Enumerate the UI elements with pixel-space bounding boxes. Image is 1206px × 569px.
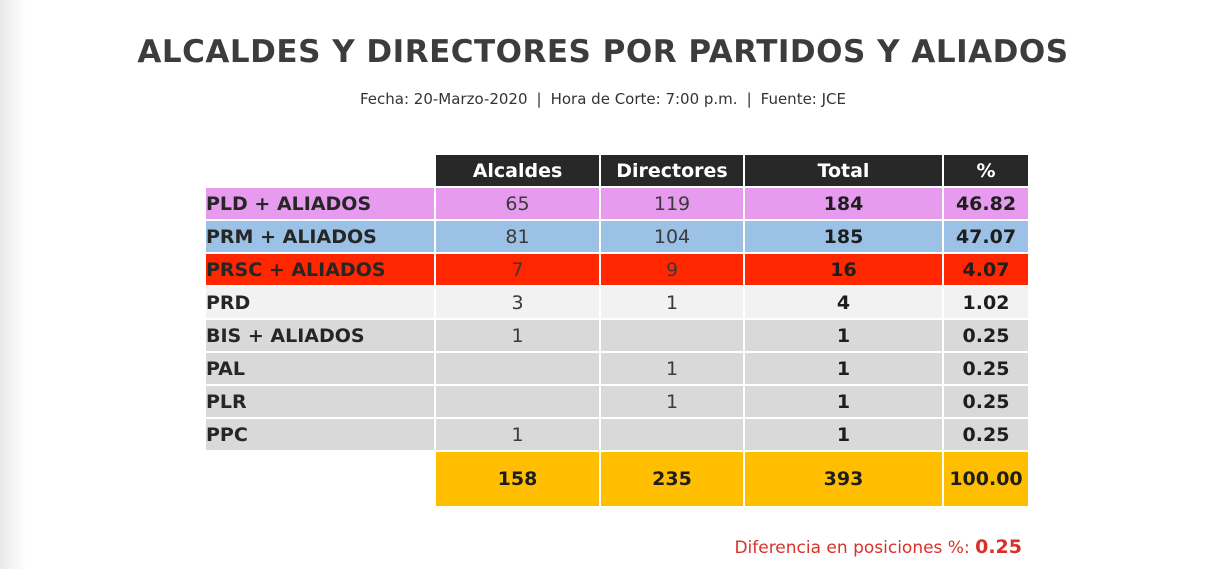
page-title: ALCALDES Y DIRECTORES POR PARTIDOS Y ALI… [137,34,1069,70]
header-blank [206,155,434,186]
total-directores: 235 [601,452,743,506]
totals-blank [206,452,434,506]
alcaldes-value: 1 [436,320,599,351]
percent-value: 46.82 [944,188,1028,219]
party-name: PRSC + ALIADOS [206,254,434,285]
percent-value: 47.07 [944,221,1028,252]
results-table: Alcaldes Directores Total % PLD + ALIADO… [204,153,1030,508]
directores-value: 9 [601,254,743,285]
difference-value: 0.25 [975,536,1022,558]
source-text: Fuente: JCE [760,90,846,108]
directores-value: 1 [601,353,743,384]
separator: | [536,90,542,108]
alcaldes-value [436,386,599,417]
percent-value: 0.25 [944,386,1028,417]
total-percent: 100.00 [944,452,1028,506]
subtitle: Fecha: 20-Marzo-2020 | Hora de Corte: 7:00… [0,90,1206,108]
date-text: Fecha: 20-Marzo-2020 [360,90,528,108]
total-value: 1 [745,419,942,450]
header-alcaldes: Alcaldes [436,155,599,186]
alcaldes-value: 3 [436,287,599,318]
alcaldes-value [436,353,599,384]
header-directores: Directores [601,155,743,186]
table-row: PLR 1 1 0.25 [206,386,1028,417]
percent-value: 0.25 [944,320,1028,351]
party-name: PPC [206,419,434,450]
difference-label: Diferencia en posiciones %: [734,538,970,558]
percent-value: 0.25 [944,419,1028,450]
total-value: 1 [745,353,942,384]
alcaldes-value: 7 [436,254,599,285]
total-value: 1 [745,386,942,417]
table-row: BIS + ALIADOS 1 1 0.25 [206,320,1028,351]
party-name: PLD + ALIADOS [206,188,434,219]
header-total: Total [745,155,942,186]
total-value: 185 [745,221,942,252]
separator: | [746,90,752,108]
table-row: PPC 1 1 0.25 [206,419,1028,450]
total-alcaldes: 158 [436,452,599,506]
party-name: PLR [206,386,434,417]
table-row: PRSC + ALIADOS 7 9 16 4.07 [206,254,1028,285]
alcaldes-value: 1 [436,419,599,450]
alcaldes-value: 65 [436,188,599,219]
totals-row: 158 235 393 100.00 [206,452,1028,506]
total-total: 393 [745,452,942,506]
page-edge-shadow [0,0,26,569]
directores-value: 1 [601,386,743,417]
percent-value: 0.25 [944,353,1028,384]
party-name: PRM + ALIADOS [206,221,434,252]
total-value: 16 [745,254,942,285]
party-name: BIS + ALIADOS [206,320,434,351]
difference-note: Diferencia en posiciones %: 0.25 [734,536,1022,558]
header-percent: % [944,155,1028,186]
directores-value [601,320,743,351]
directores-value: 104 [601,221,743,252]
party-name: PAL [206,353,434,384]
alcaldes-value: 81 [436,221,599,252]
total-value: 1 [745,320,942,351]
percent-value: 1.02 [944,287,1028,318]
percent-value: 4.07 [944,254,1028,285]
total-value: 184 [745,188,942,219]
directores-value [601,419,743,450]
header-row: Alcaldes Directores Total % [206,155,1028,186]
table-row: PAL 1 1 0.25 [206,353,1028,384]
table-row: PLD + ALIADOS 65 119 184 46.82 [206,188,1028,219]
total-value: 4 [745,287,942,318]
table-row: PRM + ALIADOS 81 104 185 47.07 [206,221,1028,252]
party-name: PRD [206,287,434,318]
table-row: PRD 3 1 4 1.02 [206,287,1028,318]
directores-value: 1 [601,287,743,318]
cutoff-time-text: Hora de Corte: 7:00 p.m. [550,90,738,108]
directores-value: 119 [601,188,743,219]
